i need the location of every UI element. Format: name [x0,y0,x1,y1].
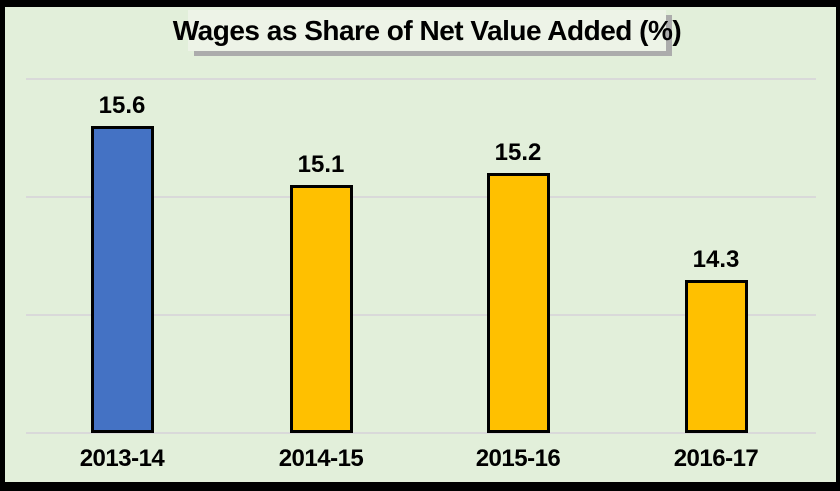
x-axis-label-2013-14: 2013-14 [79,445,165,472]
x-axis-label-2014-15: 2014-15 [278,445,364,472]
gridline-16 [26,78,816,80]
plot-area: 15.6 2013-14 15.1 2014-15 15.2 2015-16 14.3 201… [5,7,836,482]
chart-title: Wages as Share of Net Value Added (%) [172,14,682,46]
value-label-2013-14: 15.6 [98,92,146,120]
bar-2016-17 [684,279,748,433]
bar-2015-16 [486,173,550,433]
value-label-2015-16: 15.2 [494,139,542,167]
gridline-15 [26,196,816,198]
x-axis-label-2015-16: 2015-16 [475,445,561,472]
x-axis-label-2016-17: 2016-17 [673,445,759,472]
bar-2014-15 [289,185,353,433]
chart-title-box: Wages as Share of Net Value Added (%) [173,10,682,51]
gridline-13 [26,432,816,434]
value-label-2016-17: 14.3 [692,245,740,273]
bar-2013-14 [90,126,154,433]
value-label-2014-15: 15.1 [297,151,345,179]
gridline-14 [26,314,816,316]
